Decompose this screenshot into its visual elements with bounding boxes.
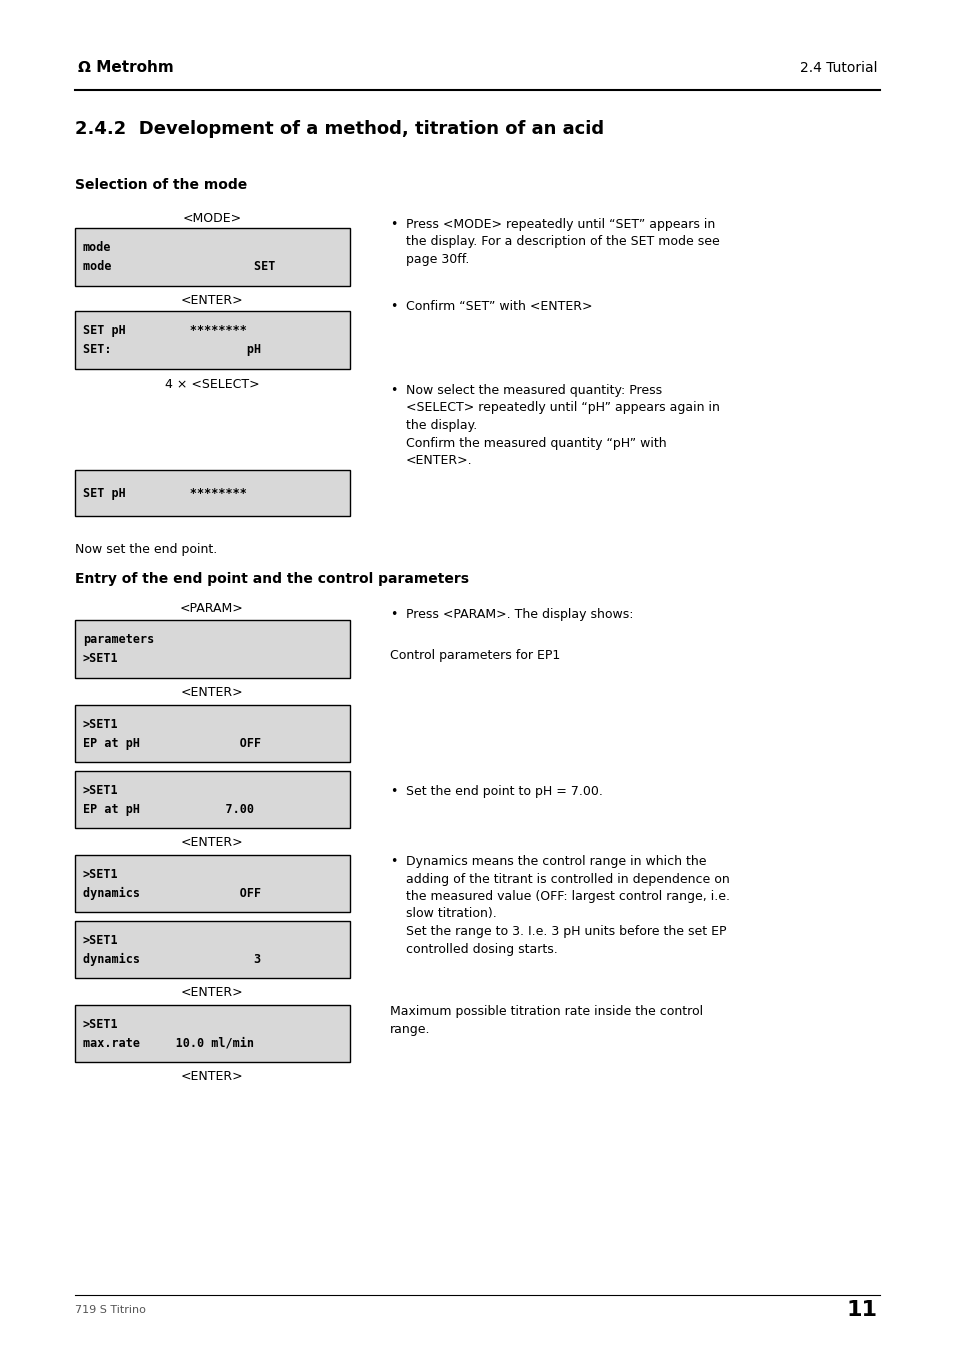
Text: mode: mode bbox=[83, 240, 112, 254]
Text: 4 × <SELECT>: 4 × <SELECT> bbox=[165, 377, 259, 390]
Text: •: • bbox=[390, 785, 397, 798]
Text: <ENTER>: <ENTER> bbox=[180, 293, 243, 307]
Text: Ω Metrohm: Ω Metrohm bbox=[78, 59, 173, 76]
Text: <ENTER>: <ENTER> bbox=[180, 1070, 243, 1084]
Text: <PARAM>: <PARAM> bbox=[180, 601, 244, 615]
Text: Control parameters for EP1: Control parameters for EP1 bbox=[390, 648, 559, 662]
Text: <ENTER>: <ENTER> bbox=[180, 686, 243, 700]
Text: dynamics                3: dynamics 3 bbox=[83, 952, 261, 966]
Text: SET pH         ********: SET pH ******** bbox=[83, 324, 247, 336]
Text: Entry of the end point and the control parameters: Entry of the end point and the control p… bbox=[75, 571, 469, 586]
Text: •: • bbox=[390, 608, 397, 621]
Text: Maximum possible titration rate inside the control
range.: Maximum possible titration rate inside t… bbox=[390, 1005, 702, 1035]
FancyBboxPatch shape bbox=[75, 1005, 350, 1062]
Text: EP at pH            7.00: EP at pH 7.00 bbox=[83, 802, 253, 816]
Text: dynamics              OFF: dynamics OFF bbox=[83, 886, 261, 900]
Text: EP at pH              OFF: EP at pH OFF bbox=[83, 736, 261, 750]
Text: 2.4 Tutorial: 2.4 Tutorial bbox=[800, 61, 877, 76]
Text: Set the end point to pH = 7.00.: Set the end point to pH = 7.00. bbox=[406, 785, 602, 798]
Text: >SET1: >SET1 bbox=[83, 1017, 118, 1031]
FancyBboxPatch shape bbox=[75, 620, 350, 678]
Text: •: • bbox=[390, 218, 397, 231]
Text: >SET1: >SET1 bbox=[83, 934, 118, 947]
Text: >SET1: >SET1 bbox=[83, 717, 118, 731]
Text: Now select the measured quantity: Press
<SELECT> repeatedly until “pH” appears a: Now select the measured quantity: Press … bbox=[406, 384, 720, 467]
Text: 719 S Titrino: 719 S Titrino bbox=[75, 1305, 146, 1315]
Text: Now set the end point.: Now set the end point. bbox=[75, 543, 217, 557]
Text: <MODE>: <MODE> bbox=[182, 212, 241, 224]
Text: SET:                   pH: SET: pH bbox=[83, 343, 261, 357]
FancyBboxPatch shape bbox=[75, 228, 350, 286]
Text: Dynamics means the control range in which the
adding of the titrant is controlle: Dynamics means the control range in whic… bbox=[406, 855, 729, 955]
Text: <ENTER>: <ENTER> bbox=[180, 836, 243, 850]
Text: •: • bbox=[390, 855, 397, 867]
Text: <ENTER>: <ENTER> bbox=[180, 986, 243, 1000]
Text: Press <MODE> repeatedly until “SET” appears in
the display. For a description of: Press <MODE> repeatedly until “SET” appe… bbox=[406, 218, 719, 266]
Text: mode                    SET: mode SET bbox=[83, 261, 275, 273]
Text: •: • bbox=[390, 384, 397, 397]
Text: 11: 11 bbox=[846, 1300, 877, 1320]
FancyBboxPatch shape bbox=[75, 855, 350, 912]
Text: Press <PARAM>. The display shows:: Press <PARAM>. The display shows: bbox=[406, 608, 633, 621]
Text: 2.4.2  Development of a method, titration of an acid: 2.4.2 Development of a method, titration… bbox=[75, 120, 603, 138]
FancyBboxPatch shape bbox=[75, 771, 350, 828]
Text: >SET1: >SET1 bbox=[83, 867, 118, 881]
FancyBboxPatch shape bbox=[75, 311, 350, 369]
FancyBboxPatch shape bbox=[75, 470, 350, 516]
FancyBboxPatch shape bbox=[75, 921, 350, 978]
Text: >SET1: >SET1 bbox=[83, 784, 118, 797]
Text: Confirm “SET” with <ENTER>: Confirm “SET” with <ENTER> bbox=[406, 300, 592, 313]
Text: max.rate     10.0 ml/min: max.rate 10.0 ml/min bbox=[83, 1036, 253, 1050]
Text: parameters: parameters bbox=[83, 632, 154, 646]
Text: >SET1: >SET1 bbox=[83, 653, 118, 665]
Text: •: • bbox=[390, 300, 397, 313]
Text: Selection of the mode: Selection of the mode bbox=[75, 178, 247, 192]
FancyBboxPatch shape bbox=[75, 705, 350, 762]
Text: SET pH         ********: SET pH ******** bbox=[83, 486, 247, 500]
